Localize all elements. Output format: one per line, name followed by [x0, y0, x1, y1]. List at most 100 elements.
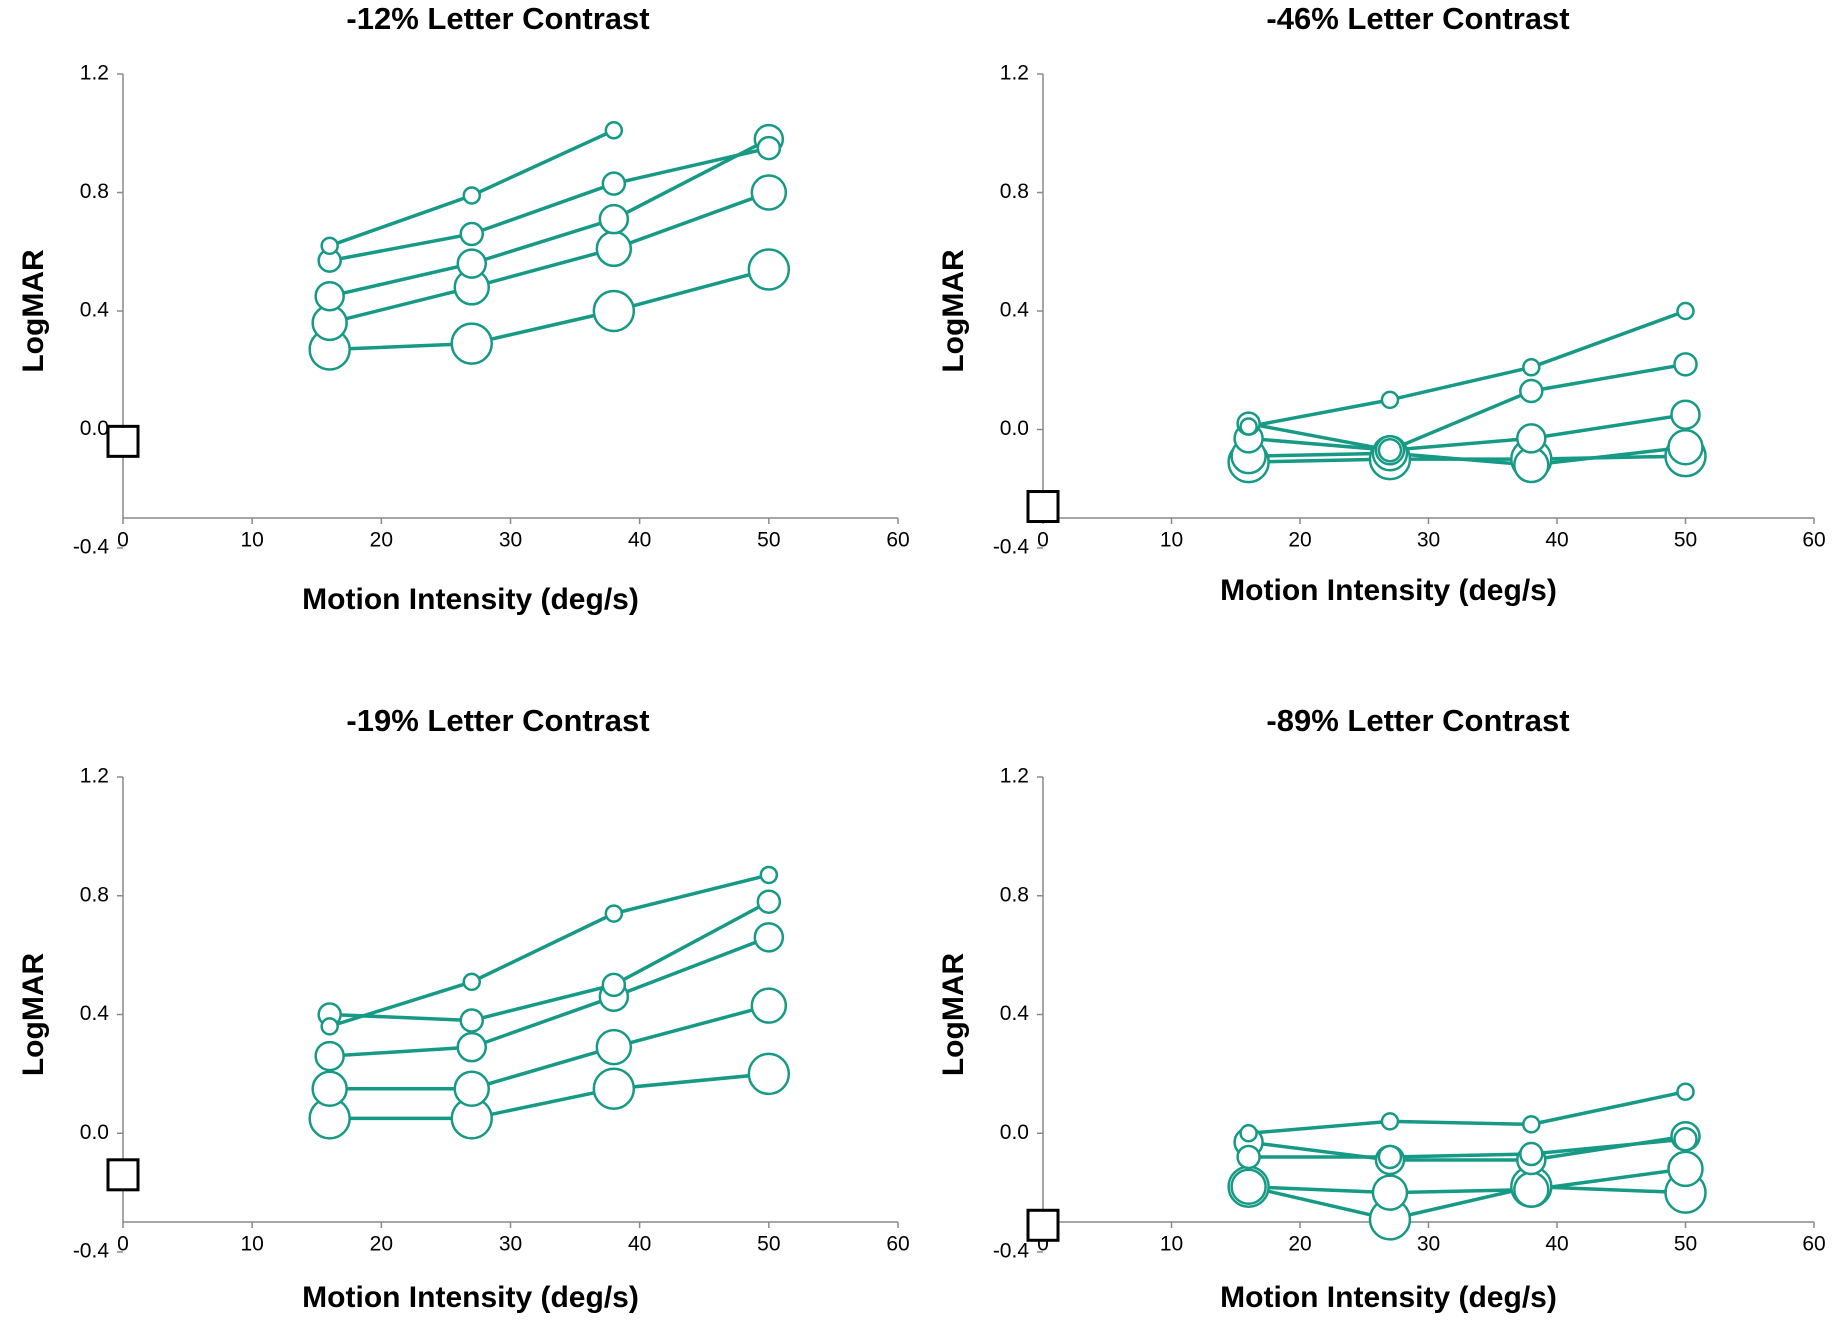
series-line [1248, 309, 1687, 429]
baseline-marker [106, 424, 140, 458]
y-tick-label: 0.0 [80, 417, 109, 440]
y-axis-label: LogMAR [937, 953, 970, 1077]
data-point [1516, 423, 1547, 454]
series-line [1248, 1089, 1686, 1135]
series-line [329, 873, 770, 1029]
y-tick-label: 1.2 [1000, 765, 1029, 788]
x-tick-label: 20 [370, 529, 393, 552]
data-point [311, 1070, 348, 1107]
series-line [1248, 412, 1686, 452]
y-tick-label: 0.4 [80, 1002, 110, 1025]
series-line [1248, 362, 1686, 453]
data-point [753, 922, 785, 953]
data-point [1676, 1082, 1695, 1101]
data-point [1522, 1115, 1541, 1134]
y-tick-label: 0.0 [80, 1121, 109, 1144]
x-tick-label: 10 [1160, 1233, 1183, 1256]
x-tick-label: 30 [499, 529, 522, 552]
series-line [329, 267, 770, 352]
data-point [598, 203, 630, 235]
x-tick-label: 40 [1545, 1233, 1568, 1256]
data-point [601, 972, 627, 998]
series-line [1248, 454, 1686, 464]
y-tick-label: 0.0 [1000, 417, 1029, 440]
data-point [1673, 1126, 1698, 1152]
series-line [329, 146, 770, 263]
data-point [1519, 1141, 1544, 1167]
data-point [592, 289, 636, 333]
y-axis-label: LogMAR [937, 249, 970, 373]
y-axis-label: LogMAR [17, 249, 50, 373]
y-tick-label: -0.4 [73, 1240, 110, 1263]
x-tick-label: 20 [1288, 529, 1311, 552]
y-tick-label: 0.4 [1000, 299, 1030, 322]
y-tick-label: 0.8 [80, 180, 109, 203]
x-tick-label: 20 [370, 1233, 393, 1256]
data-point [756, 889, 782, 914]
y-axis-label: LogMAR [17, 953, 50, 1077]
chart-title: -46% Letter Contrast [1266, 1, 1569, 36]
data-point [462, 186, 481, 205]
data-point [1673, 352, 1698, 377]
y-tick-label: 0.4 [1000, 1002, 1030, 1025]
data-point [1371, 1174, 1409, 1211]
y-tick-label: -0.4 [993, 1240, 1030, 1263]
y-tick-label: 1.2 [1000, 62, 1029, 85]
x-axis-label: Motion Intensity (deg/s) [1220, 1281, 1557, 1314]
y-tick-label: -0.4 [73, 536, 110, 559]
series-line [329, 137, 770, 298]
x-tick-label: 20 [1288, 1233, 1311, 1256]
x-tick-label: 40 [628, 529, 651, 552]
y-tick-label: -0.4 [993, 536, 1030, 559]
data-point [456, 248, 487, 279]
chart-title: -89% Letter Contrast [1266, 703, 1569, 738]
data-point [1522, 358, 1541, 377]
data-point [750, 987, 788, 1024]
series-line [1248, 1184, 1686, 1222]
data-point [1667, 1150, 1704, 1188]
x-tick-label: 0 [1037, 529, 1049, 552]
baseline-marker [1026, 1208, 1060, 1242]
chart-title: -19% Letter Contrast [346, 703, 649, 738]
data-point [747, 248, 791, 291]
x-tick-label: 50 [757, 529, 780, 552]
series-line [1248, 1167, 1686, 1195]
y-tick-label: 0.8 [80, 883, 109, 906]
data-point [1513, 1171, 1550, 1208]
data-point [747, 1052, 791, 1096]
data-point [604, 904, 624, 923]
data-point [1380, 1112, 1400, 1131]
baseline-marker [106, 1158, 140, 1192]
series-line [329, 1072, 769, 1121]
x-tick-label: 60 [1802, 1233, 1825, 1256]
data-point [1239, 417, 1258, 436]
x-tick-label: 60 [886, 529, 909, 552]
series-line [329, 900, 770, 1023]
x-tick-label: 40 [1545, 529, 1568, 552]
x-tick-label: 10 [240, 1233, 263, 1256]
y-tick-label: 0.0 [1000, 1121, 1029, 1144]
data-point [595, 1028, 633, 1066]
data-point [604, 121, 624, 140]
series-line [1248, 1134, 1686, 1162]
x-tick-label: 60 [886, 1233, 909, 1256]
x-tick-label: 30 [1417, 529, 1440, 552]
data-point [756, 135, 782, 161]
data-point [601, 171, 627, 196]
data-point [459, 1008, 484, 1033]
data-point [1676, 301, 1695, 321]
data-point [459, 221, 484, 247]
chart-title: -12% Letter Contrast [346, 1, 649, 36]
x-axis-label: Motion Intensity (deg/s) [1220, 574, 1557, 607]
series-line [1248, 1137, 1686, 1159]
x-tick-label: 10 [240, 529, 263, 552]
data-point [595, 230, 633, 268]
x-tick-label: 50 [1674, 529, 1697, 552]
data-point [320, 236, 339, 256]
data-point [1667, 429, 1704, 466]
series-line [329, 935, 770, 1058]
x-axis-label: Motion Intensity (deg/s) [302, 1281, 639, 1314]
series-line [329, 1003, 770, 1091]
